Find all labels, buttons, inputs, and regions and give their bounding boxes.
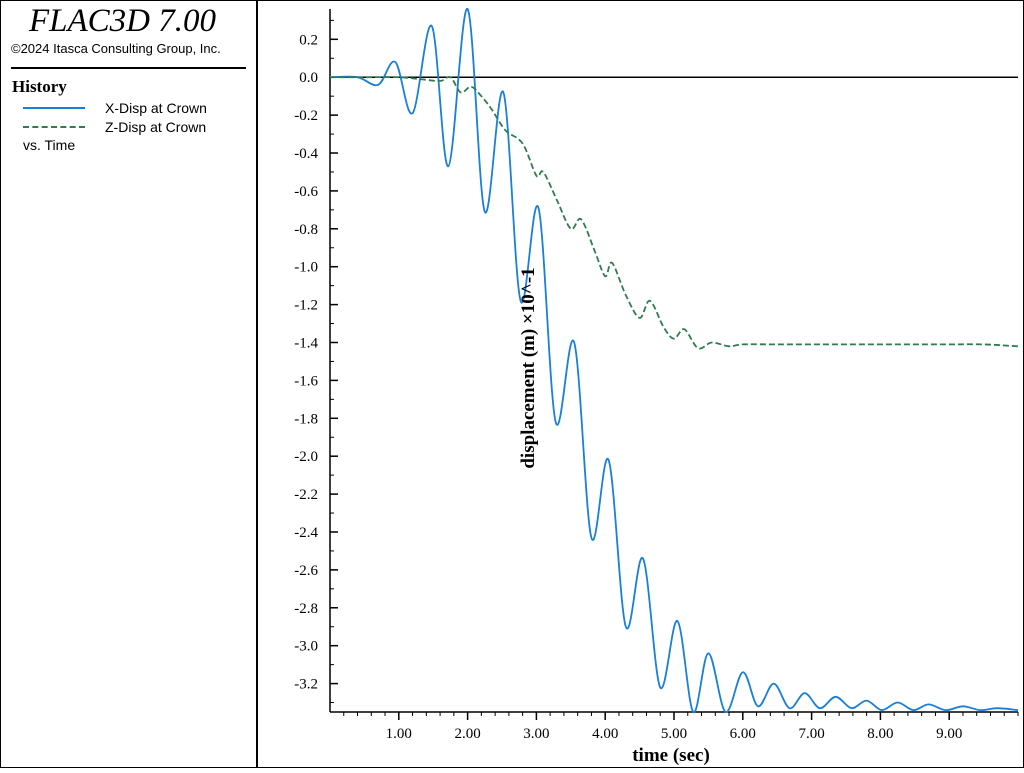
- y-tick-label: -2.2: [294, 487, 318, 503]
- series-line-z-disp-at-crown: [330, 75, 1019, 350]
- x-tick-label: 1.00: [386, 726, 412, 742]
- vs-time-label: vs. Time: [23, 137, 76, 153]
- y-tick-label: -1.0: [294, 260, 318, 276]
- y-tick-label: -2.0: [294, 449, 318, 465]
- legend-swatch-x-disp: [23, 107, 85, 109]
- x-axis-label: time (sec): [632, 745, 710, 766]
- x-tick-label: 5.00: [661, 726, 687, 742]
- x-tick-label: 8.00: [867, 726, 893, 742]
- panel-divider: [11, 67, 246, 69]
- chart-area: 0.2 0.0 -0.2 -0.4 -0.6 -0.8 -1.0 -1.2 -1.4 -1.6 -1…: [258, 1, 1024, 768]
- y-tick-label: -0.6: [294, 184, 318, 200]
- chart-axes: 0.2 0.0 -0.2 -0.4 -0.6 -0.8 -1.0 -1.2 -1.4 -1.6 -1…: [294, 9, 1019, 742]
- x-tick-label: 4.00: [592, 726, 618, 742]
- y-tick-label: -0.2: [294, 108, 318, 124]
- chart-series: [329, 8, 1019, 713]
- y-tick-label: -0.4: [294, 146, 318, 162]
- y-tick-label: -2.4: [294, 525, 318, 541]
- y-tick-label: -1.8: [294, 411, 318, 427]
- legend-panel: FLAC3D 7.00 ©2024 Itasca Consulting Grou…: [1, 1, 258, 767]
- y-tick-label: -3.2: [294, 677, 318, 693]
- app-title: FLAC3D 7.00: [29, 3, 217, 39]
- x-tick-label: 9.00: [936, 726, 962, 742]
- x-tick-label: 7.00: [798, 726, 824, 742]
- y-tick-label: -3.0: [294, 639, 318, 655]
- y-tick-label: -1.6: [294, 373, 318, 389]
- series-line-x-disp-at-crown: [329, 8, 1019, 713]
- y-tick-label: -0.8: [294, 222, 318, 238]
- legend-label-z-disp: Z-Disp at Crown: [105, 119, 207, 135]
- copyright-text: ©2024 Itasca Consulting Group, Inc.: [11, 41, 221, 56]
- y-tick-label: -2.8: [294, 601, 318, 617]
- y-tick-label: -1.2: [294, 298, 318, 314]
- x-tick-label: 3.00: [523, 726, 549, 742]
- legend-item-z-disp: Z-Disp at Crown: [23, 118, 206, 136]
- y-tick-label: 0.0: [299, 70, 318, 86]
- x-tick-label: 2.00: [454, 726, 480, 742]
- legend-heading: History: [12, 77, 67, 96]
- y-axis-label: displacement (m) ×10^-1: [518, 267, 539, 468]
- x-tick-label: 6.00: [730, 726, 756, 742]
- y-tick-label: -2.6: [294, 563, 318, 579]
- y-tick-label: 0.2: [299, 32, 318, 48]
- legend-label-x-disp: X-Disp at Crown: [105, 100, 207, 116]
- legend-item-x-disp: X-Disp at Crown: [23, 99, 207, 117]
- legend-swatch-z-disp: [23, 126, 85, 128]
- line-chart: 0.2 0.0 -0.2 -0.4 -0.6 -0.8 -1.0 -1.2 -1.4 -1.6 -1…: [294, 8, 1019, 766]
- y-tick-label: -1.4: [294, 335, 318, 351]
